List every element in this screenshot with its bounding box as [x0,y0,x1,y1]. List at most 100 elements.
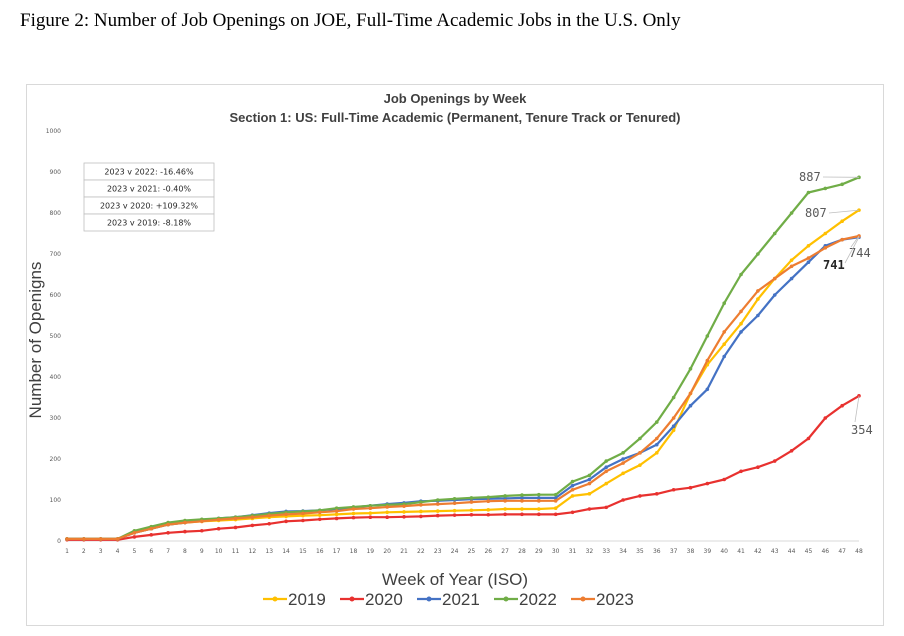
data-point [772,293,777,297]
data-point [402,515,406,519]
data-point [469,500,474,504]
data-point [671,487,676,492]
y-tick-label: 200 [50,456,62,463]
data-point [671,424,676,429]
data-point [368,503,373,508]
x-tick-label: 11 [232,548,240,555]
data-point [132,535,137,539]
x-tick-label: 29 [535,548,543,555]
x-tick-label: 25 [468,548,476,555]
end-label-2021: 741 [823,258,845,272]
data-point [520,512,524,517]
data-point [334,516,339,521]
leader-line [844,236,860,264]
data-point [82,537,86,541]
data-point [334,509,339,513]
data-point [806,244,811,248]
comparison-row: 2023 v 2019: -8.18% [107,219,191,228]
data-point [419,514,423,519]
series-line-2021 [67,236,860,540]
data-point [115,537,120,541]
data-point [621,451,625,455]
data-point [452,508,457,513]
data-point [638,451,642,455]
data-point [587,481,592,486]
data-point [233,525,238,530]
data-point [671,416,676,420]
x-tick-label: 3 [99,548,103,555]
data-point [132,531,137,535]
data-point [789,264,794,269]
end-label-2023: 744 [849,246,871,260]
data-point [334,512,339,517]
y-tick-label: 800 [50,210,62,217]
legend-item-2022: 2022 [494,590,557,609]
y-tick-label: 600 [50,292,62,299]
x-tick-label: 30 [552,548,560,555]
x-tick-label: 40 [720,548,728,555]
leader-line [854,395,860,423]
data-point [654,492,659,496]
data-point [250,515,255,520]
legend-marker [503,596,509,602]
data-point [503,494,507,498]
line-chart: Job Openings by Week Section 1: US: Full… [27,91,873,609]
data-point [587,507,592,511]
data-point [98,537,103,541]
data-point [351,515,356,520]
data-point [317,517,322,522]
data-point [587,492,592,496]
legend-item-2023: 2023 [571,590,634,609]
x-tick-label: 35 [636,548,644,555]
data-point [756,465,760,470]
data-point [435,513,440,518]
end-label-2022: 887 [799,170,821,184]
data-point [789,276,794,281]
x-tick-label: 48 [855,548,863,555]
data-point [301,518,305,523]
series-line-2023 [67,234,860,540]
data-point [671,428,676,433]
data-point [469,496,474,500]
data-point [789,449,794,453]
legend-item-2021: 2021 [417,590,480,609]
data-point [688,367,693,371]
data-point [537,496,541,500]
data-point [705,387,710,392]
data-point [705,334,710,338]
data-point [772,459,777,463]
x-tick-label: 8 [183,548,187,555]
data-point [654,451,659,455]
data-point [284,512,288,517]
data-point [486,499,491,504]
data-point [183,520,187,525]
data-point [840,182,844,187]
data-point [772,231,777,236]
data-point [722,354,726,359]
data-point [351,507,356,511]
y-tick-label: 1000 [46,128,61,135]
data-point [385,515,389,520]
series-2019 [65,208,861,541]
data-point [537,492,541,497]
legend-label: 2022 [519,590,557,609]
data-point [452,496,457,501]
data-point [587,473,592,478]
legend-label: 2019 [288,590,326,609]
data-point [452,501,457,506]
data-point [486,508,491,512]
x-tick-label: 21 [400,548,408,555]
data-point [654,436,659,441]
x-tick-label: 23 [434,548,442,555]
data-point [149,526,154,531]
comparison-row: 2023 v 2021: -0.40% [107,185,191,194]
data-point [553,506,558,511]
comparison-row-box [83,213,215,232]
data-point [65,537,69,541]
data-point [806,436,811,441]
data-point [200,519,204,524]
x-tick-label: 6 [149,548,153,555]
series-2021 [65,235,861,541]
data-point [250,523,255,528]
data-point [621,461,625,465]
